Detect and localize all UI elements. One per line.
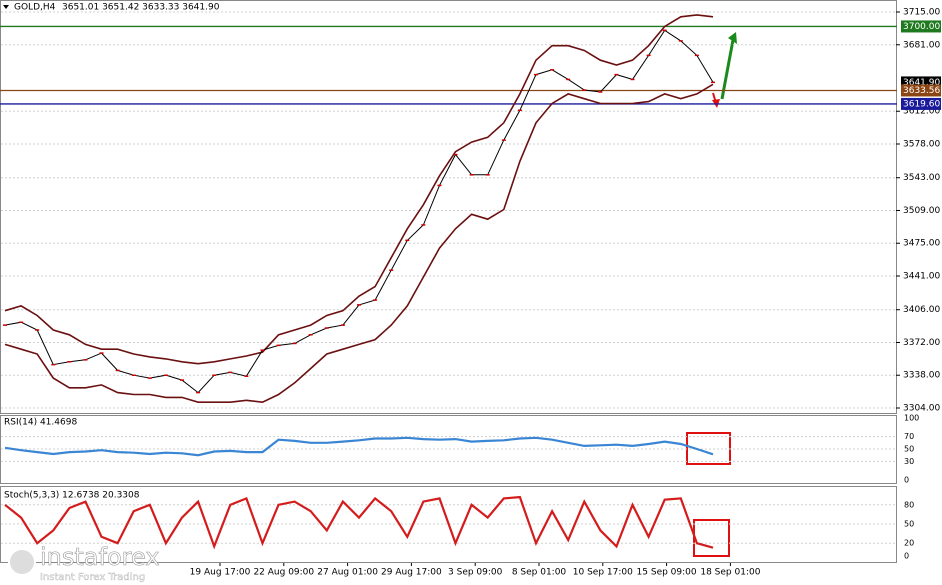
level-tag-label: 3633.56	[903, 86, 940, 96]
level-tag	[901, 84, 941, 97]
time-label: 18 Sep 01:00	[700, 568, 760, 578]
osc-tick-label: 0	[904, 476, 909, 485]
bollinger-band	[4, 14, 714, 365]
osc-tick-label: 70	[904, 432, 914, 441]
price-tick-label: 3509.00	[903, 206, 940, 216]
price-tick-label: 3578.00	[903, 140, 940, 150]
ohlc: 3651.01 3651.42 3633.33 3641.90	[62, 3, 220, 13]
level-tag-label: 3700.00	[903, 22, 940, 32]
price-tick-label: 3475.00	[903, 239, 940, 249]
price-tick-label: 3543.00	[903, 173, 940, 183]
price-tick-label: 3441.00	[903, 272, 940, 282]
level-tag-label: 3619.60	[903, 99, 940, 109]
time-label: 19 Aug 17:00	[190, 568, 251, 578]
time-label: 29 Aug 17:00	[381, 568, 442, 578]
rsi-line	[4, 436, 714, 457]
level-tag-label: 3641.90	[903, 78, 940, 88]
time-label: 10 Sep 17:00	[573, 568, 633, 578]
osc-tick-label: 80	[904, 500, 914, 509]
logo-name: instaforex	[40, 543, 160, 571]
logo-tagline: Instant Forex Trading	[40, 572, 145, 583]
price-tick-label: 3612.00	[903, 107, 940, 117]
time-label: 3 Sep 09:00	[448, 568, 503, 578]
symbol: GOLD,H4	[14, 3, 56, 13]
level-tag	[901, 97, 941, 110]
stoch-panel	[0, 486, 897, 563]
up-arrow	[720, 39, 735, 100]
up-arrow-head	[728, 32, 737, 44]
menu-arrow[interactable]	[3, 5, 9, 9]
osc-tick-label: 30	[904, 457, 914, 466]
rsi-label: RSI(14) 41.4698	[4, 418, 77, 428]
price-tick-label: 3681.00	[903, 40, 940, 50]
osc-tick-label: 50	[904, 520, 914, 529]
logo: instaforex Instant Forex Trading	[8, 543, 160, 583]
price-tick-label: 3304.00	[903, 404, 940, 414]
bollinger-band	[4, 83, 714, 404]
price-tick-label: 3372.00	[903, 338, 940, 348]
stoch-line	[4, 495, 714, 550]
osc-tick-label: 50	[904, 445, 914, 454]
logo-icon	[8, 548, 36, 576]
osc-tick-label: 20	[904, 539, 914, 548]
time-label: 15 Sep 09:00	[637, 568, 697, 578]
time-label: 8 Sep 01:00	[512, 568, 567, 578]
rsi-panel	[0, 415, 897, 484]
price-tick-label: 3406.00	[903, 305, 940, 315]
main-panel	[0, 0, 897, 414]
time-label: 27 Aug 01:00	[317, 568, 378, 578]
osc-tick-label: 0	[904, 552, 909, 561]
price-tick-label: 3338.00	[903, 371, 940, 381]
osc-tick-label: 100	[904, 414, 919, 423]
stoch-label: Stoch(5,3,3) 12.6738 20.3308	[4, 491, 140, 501]
level-tag	[901, 20, 941, 33]
time-label: 22 Aug 09:00	[253, 568, 314, 578]
price-tick-label: 3715.00	[903, 8, 940, 18]
